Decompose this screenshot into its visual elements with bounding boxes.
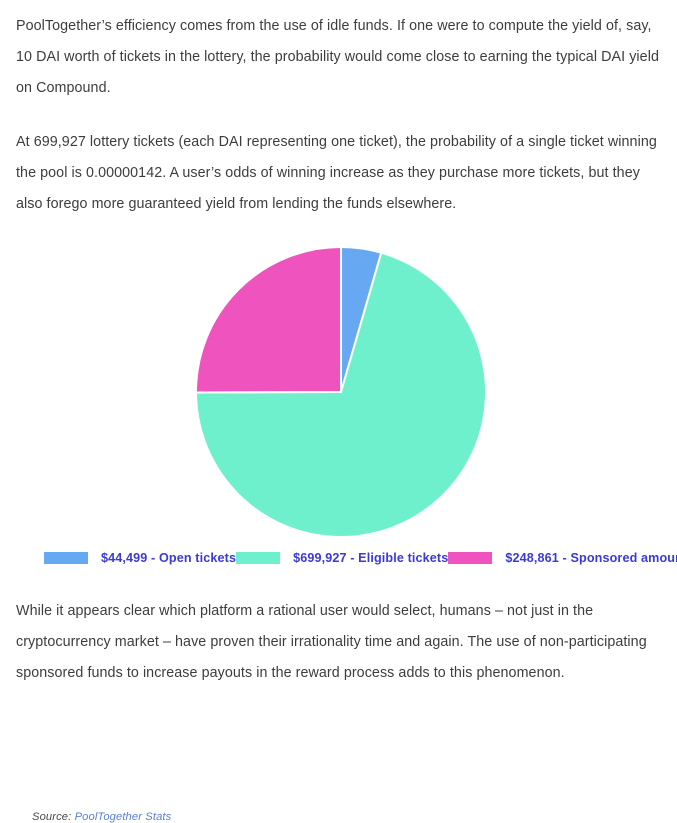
pie-chart: [195, 246, 487, 538]
paragraph-intro: PoolTogether’s efficiency comes from the…: [16, 18, 659, 96]
source-link[interactable]: PoolTogether Stats: [74, 811, 172, 823]
legend-swatch-eligible-tickets: [236, 552, 281, 564]
legend-swatch-sponsored-amount: [448, 552, 493, 564]
legend-item-eligible-tickets[interactable]: $699,927 - Eligible tickets: [236, 551, 448, 565]
source-prefix-label: Source:: [32, 811, 72, 823]
legend-item-sponsored-amount[interactable]: $248,861 - Sponsored amount: [448, 551, 677, 565]
legend-item-open-tickets[interactable]: $44,499 - Open tickets: [44, 551, 236, 565]
figure-source: Source: PoolTogether Stats: [32, 811, 171, 823]
legend-swatch-open-tickets: [44, 552, 88, 564]
legend-label-eligible-tickets: $699,927 - Eligible tickets: [293, 551, 449, 565]
article-page: PoolTogether’s efficiency comes from the…: [16, 18, 677, 823]
pie-slice[interactable]: [195, 246, 342, 394]
pie-chart-figure: $44,499 - Open tickets $699,927 - Eligib…: [16, 246, 677, 823]
legend-label-open-tickets: $44,499 - Open tickets: [101, 551, 237, 565]
legend-label-sponsored-amount: $248,861 - Sponsored amount: [505, 551, 677, 565]
pie-slice[interactable]: [195, 251, 487, 538]
chart-legend: $44,499 - Open tickets $699,927 - Eligib…: [44, 551, 677, 565]
paragraph-conclusion: While it appears clear which platform a …: [16, 603, 647, 681]
paragraph-lottery-odds: At 699,927 lottery tickets (each DAI rep…: [16, 134, 657, 212]
pie-chart-canvas: [16, 246, 661, 546]
